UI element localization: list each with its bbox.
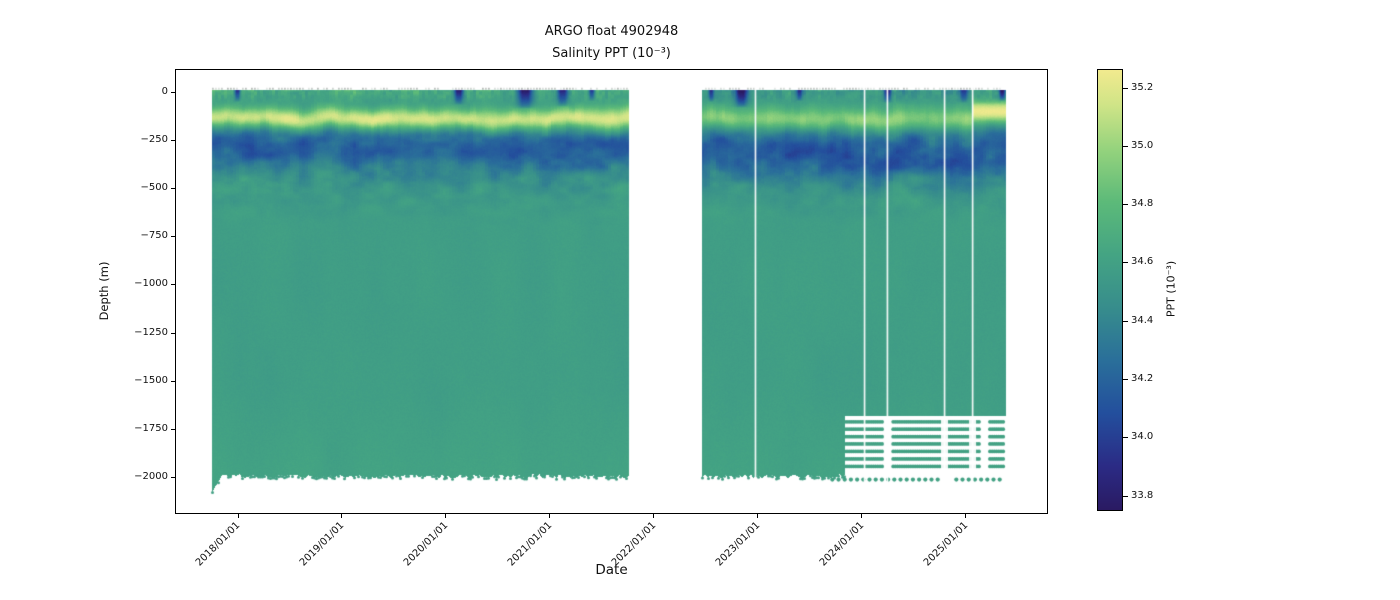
y-axis-label: Depth (m) [97,261,111,321]
x-tick-mark [757,513,758,518]
x-tick-mark [341,513,343,518]
y-tick-mark [170,428,175,430]
x-tick-mark [860,513,862,518]
chart-title-line1: ARGO float 4902948 [544,24,679,39]
y-tick-label: −1250 [134,326,168,338]
x-tick-mark [964,513,966,518]
y-tick-mark [170,284,175,286]
y-tick-mark [170,188,175,190]
colorbar-tick-mark [1123,204,1128,206]
x-tick-mark [653,513,655,518]
colorbar-tick-label: 35.2 [1131,81,1154,93]
y-tick-label: −1500 [134,374,168,386]
y-tick-mark [170,380,175,382]
y-tick-mark [170,332,175,334]
colorbar-tick-label: 34.6 [1131,256,1154,268]
y-tick-label: −500 [140,182,168,194]
y-tick-mark [170,476,175,478]
colorbar-tick-label: 34.4 [1131,314,1154,326]
colorbar-tick-mark [1123,262,1128,264]
y-tick-mark [170,236,175,238]
colorbar-tick-label: 35.0 [1131,139,1154,151]
colorbar-tick-label: 34.8 [1131,198,1154,210]
colorbar-tick-mark [1123,378,1128,380]
chart-title-line2: Salinity PPT (10⁻³) [552,46,671,61]
x-tick-mark [237,513,239,518]
y-tick-mark [170,140,175,142]
x-axis-label: Date [595,562,628,578]
chart-title: ARGO float 4902948 Salinity PPT (10⁻³) [176,21,1047,65]
y-tick-label: −750 [140,230,168,242]
y-tick-label: −250 [140,134,168,146]
colorbar-gradient [1098,70,1122,510]
y-tick-label: −1750 [134,422,168,434]
colorbar [1097,69,1123,511]
y-tick-label: −2000 [134,470,168,482]
colorbar-tick-mark [1123,495,1128,497]
colorbar-tick-label: 34.0 [1131,431,1154,443]
x-tick-mark [549,513,551,518]
colorbar-tick-mark [1123,320,1128,322]
colorbar-tick-mark [1123,87,1128,89]
colorbar-tick-mark [1123,145,1128,147]
colorbar-tick-label: 33.8 [1131,489,1154,501]
colorbar-label: PPT (10⁻³) [1164,260,1178,318]
y-tick-label: −1000 [134,278,168,290]
colorbar-tick-label: 34.2 [1131,372,1154,384]
y-tick-mark [170,92,175,94]
x-tick-mark [445,513,447,518]
colorbar-tick-mark [1123,437,1128,439]
y-tick-label: 0 [161,86,168,98]
salinity-heatmap-canvas [176,70,1047,513]
